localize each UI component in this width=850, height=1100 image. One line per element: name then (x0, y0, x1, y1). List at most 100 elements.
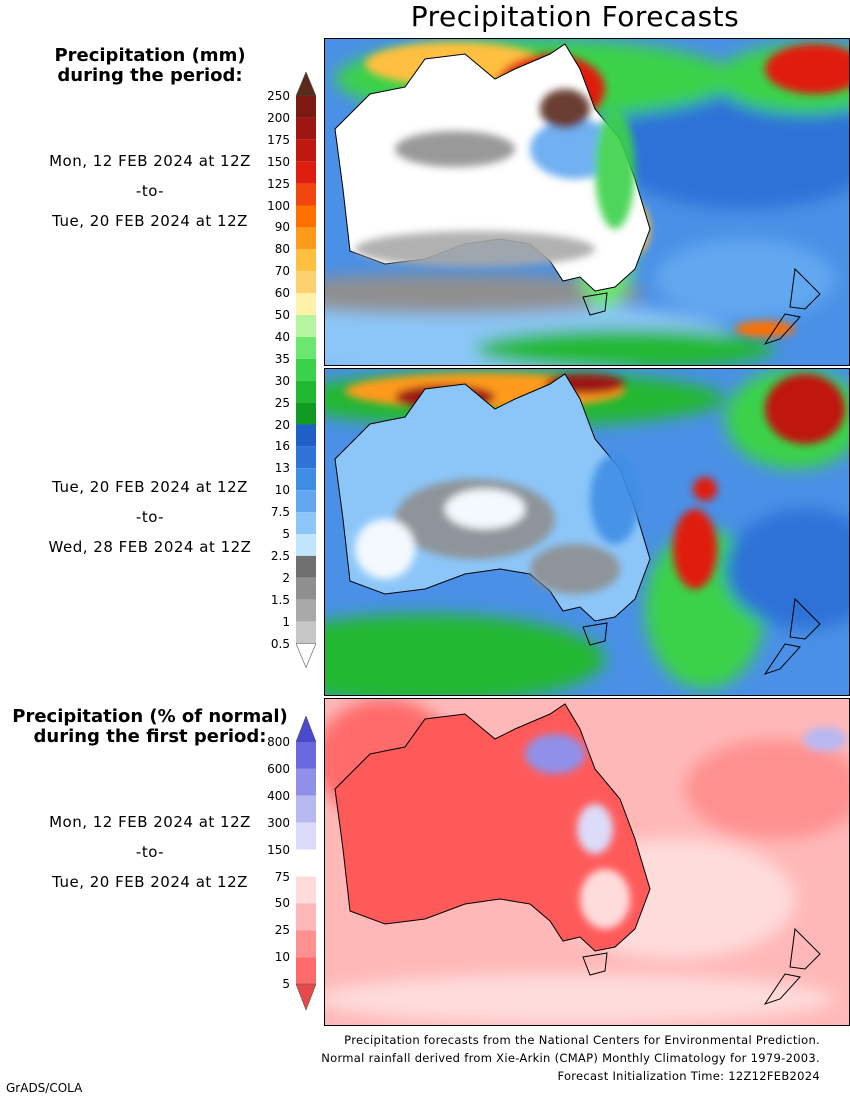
pct-tick-label: 10 (274, 950, 290, 965)
period2-start: Tue, 20 FEB 2024 at 12Z (52, 478, 248, 496)
page-title: Precipitation Forecasts (410, 0, 740, 33)
mm-cap-top (296, 72, 316, 97)
tasmania (582, 622, 608, 646)
mm-swatch (296, 621, 316, 644)
mm-swatch (296, 96, 316, 118)
mm-swatch (296, 446, 316, 469)
pct-swatch (296, 822, 316, 850)
mm-tick-label: 150 (267, 154, 290, 169)
pct-tick-label: 75 (274, 869, 290, 884)
period3-end: Tue, 20 FEB 2024 at 12Z (52, 873, 248, 891)
pct-legend-heading-line2: during the first period: (33, 726, 267, 747)
mm-swatch (296, 534, 316, 556)
pct-swatch (296, 903, 316, 931)
mm-tick-label: 13 (274, 461, 290, 476)
footer-line3: Forecast Initialization Time: 12Z12FEB20… (557, 1069, 820, 1083)
mm-tick-label: 125 (267, 176, 290, 191)
mm-tick-label: 20 (274, 417, 290, 432)
mm-tick-label: 40 (274, 329, 290, 344)
pct-tick-label: 50 (274, 896, 290, 911)
mm-swatch (296, 139, 316, 162)
pct-swatch (296, 876, 316, 904)
mm-tick-label: 100 (267, 198, 290, 213)
mm-swatch (296, 183, 316, 206)
mm-tick-label: 60 (274, 286, 290, 301)
pct-swatch (296, 849, 316, 877)
mm-tick-label: 35 (274, 351, 290, 366)
footer-line1: Precipitation forecasts from the Nationa… (344, 1033, 820, 1047)
mm-tick-label: 25 (274, 395, 290, 410)
pct-legend-heading: Precipitation (% of normal) during the f… (8, 707, 292, 747)
mm-tick-label: 2 (282, 570, 290, 585)
mm-swatch (296, 336, 316, 359)
mm-tick-label: 0.5 (270, 636, 290, 651)
pct-tick-label: 5 (282, 977, 290, 992)
pct-tick-label: 300 (267, 815, 290, 830)
footer-line2: Normal rainfall derived from Xie-Arkin (… (321, 1051, 820, 1065)
mm-tick-label: 250 (267, 89, 290, 103)
pct-cap-bottom (296, 983, 316, 1011)
pct-tick-label: 400 (267, 788, 290, 803)
pct-swatch (296, 795, 316, 823)
pct-tick-label: 150 (267, 842, 290, 857)
mm-swatch (296, 380, 316, 403)
mm-tick-label: 90 (274, 220, 290, 235)
mm-tick-label: 10 (274, 483, 290, 498)
mm-tick-label: 1 (282, 614, 290, 629)
pct-tick-label: 25 (274, 923, 290, 938)
mm-swatch (296, 205, 316, 228)
pct-colorbar (296, 716, 316, 1011)
mm-tick-label: 16 (274, 439, 290, 454)
mm-swatch (296, 117, 316, 140)
new-zealand (763, 927, 821, 1005)
period3-start: Mon, 12 FEB 2024 at 12Z (49, 813, 251, 831)
mm-tick-label: 7.5 (270, 505, 290, 520)
credit-label: GrADS/COLA (6, 1081, 83, 1095)
mm-legend-heading: Precipitation (mm) during the period: (40, 46, 260, 86)
mm-swatch (296, 161, 316, 184)
mm-swatch (296, 293, 316, 315)
mm-cap-bottom (296, 643, 316, 669)
mm-swatch (296, 227, 316, 250)
pct-swatch (296, 768, 316, 796)
footer-notes: Precipitation forecasts from the Nationa… (321, 1031, 820, 1085)
map-panel-percent-normal (324, 698, 850, 1026)
mm-tick-label: 5 (282, 527, 290, 541)
new-zealand (763, 267, 821, 345)
pct-cap-top (296, 716, 316, 743)
map-panel-period1 (324, 38, 850, 366)
period2-sep: -to- (135, 508, 165, 526)
mm-swatch (296, 271, 316, 294)
map-panel-period2 (324, 368, 850, 696)
pct-swatch (296, 930, 316, 958)
mm-tick-label: 200 (267, 110, 290, 125)
mm-legend-heading-line1: Precipitation (mm) (54, 45, 246, 66)
mm-tick-label: 80 (274, 242, 290, 257)
period3-sep: -to- (135, 843, 165, 861)
mm-tick-label: 175 (267, 132, 290, 147)
pct-legend-heading-line1: Precipitation (% of normal) (12, 706, 288, 727)
mm-swatch (296, 577, 316, 600)
mm-swatch (296, 249, 316, 272)
mm-tick-label: 30 (274, 373, 290, 388)
mm-swatch (296, 402, 316, 425)
pct-tick-label: 600 (267, 761, 290, 776)
mm-swatch (296, 315, 316, 337)
pct-swatch (296, 957, 316, 985)
mm-tick-label: 70 (274, 264, 290, 279)
mm-legend-heading-line2: during the period: (57, 65, 243, 86)
mm-tick-label: 1.5 (270, 592, 290, 607)
pct-tick-label: 800 (267, 735, 290, 749)
mm-swatch (296, 424, 316, 447)
new-zealand (763, 597, 821, 675)
tasmania (582, 292, 608, 316)
mm-tick-label: 2.5 (270, 548, 290, 563)
period1-start: Mon, 12 FEB 2024 at 12Z (49, 152, 251, 170)
tasmania (582, 952, 608, 976)
mm-colorbar (296, 72, 316, 669)
mm-tick-label: 50 (274, 308, 290, 322)
mm-swatch (296, 468, 316, 491)
mm-swatch (296, 512, 316, 534)
mm-swatch (296, 599, 316, 622)
period2-end: Wed, 28 FEB 2024 at 12Z (48, 538, 252, 556)
